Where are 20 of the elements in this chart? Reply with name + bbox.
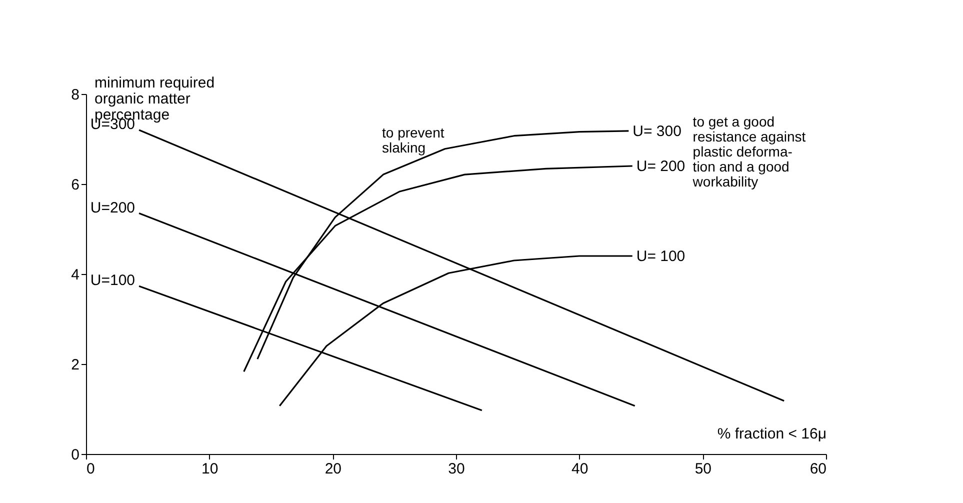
y-tick-label: 2 — [71, 356, 80, 374]
x-tick-label: 60 — [810, 460, 826, 478]
x-tick-label: 50 — [694, 460, 712, 478]
y-tick-label: 0 — [71, 446, 80, 464]
y-tick-label: 6 — [71, 176, 80, 194]
y-tick-label: 4 — [71, 266, 80, 284]
x-tick-label: 20 — [324, 460, 342, 478]
annotation: to prevent slaking — [382, 124, 444, 156]
y-tick-label: 8 — [71, 86, 80, 104]
series-label: U=200 — [90, 199, 136, 216]
annotation: to get a good resistance against plastic deforma- tion and a good workability — [692, 114, 806, 190]
series-label: U=100 — [90, 272, 136, 290]
x-tick-label: 40 — [571, 460, 588, 478]
series-label: U= 200 — [636, 158, 686, 175]
x-tick-label: 10 — [201, 460, 218, 478]
series-label: U= 100 — [636, 248, 686, 265]
series-label: U= 300 — [632, 122, 682, 140]
x-tick-label: 30 — [448, 460, 465, 478]
x-tick-label: 0 — [86, 460, 95, 478]
x-axis-title: % fraction < 16μ — [717, 426, 826, 442]
